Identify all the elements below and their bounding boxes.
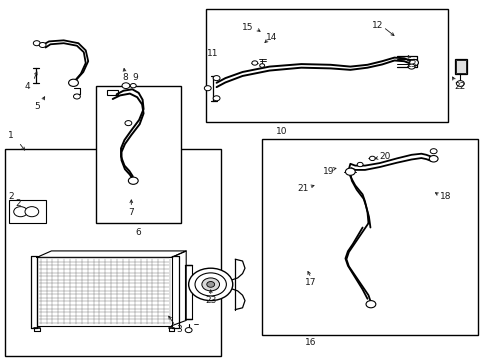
Circle shape <box>366 301 376 308</box>
Circle shape <box>207 282 215 287</box>
Text: 21: 21 <box>297 184 309 193</box>
Text: 8: 8 <box>122 73 128 82</box>
Text: 12: 12 <box>371 21 383 30</box>
Circle shape <box>252 61 258 65</box>
Text: 15: 15 <box>242 22 253 31</box>
Text: 22: 22 <box>454 82 465 91</box>
Circle shape <box>122 83 130 89</box>
Circle shape <box>202 278 220 291</box>
Text: 7: 7 <box>128 208 134 217</box>
Text: 17: 17 <box>305 278 317 287</box>
Circle shape <box>213 76 220 81</box>
Text: 9: 9 <box>132 73 138 82</box>
Circle shape <box>74 94 80 99</box>
Circle shape <box>130 84 136 88</box>
Circle shape <box>429 156 438 162</box>
Text: 6: 6 <box>136 228 142 237</box>
Text: 3: 3 <box>176 325 182 334</box>
Circle shape <box>195 273 226 296</box>
Text: 20: 20 <box>379 152 391 161</box>
Bar <box>96 86 181 223</box>
Circle shape <box>185 328 192 333</box>
Circle shape <box>69 79 78 86</box>
Circle shape <box>125 121 132 126</box>
Text: 11: 11 <box>207 49 219 58</box>
Text: 13: 13 <box>406 60 417 69</box>
Text: 18: 18 <box>440 192 452 201</box>
Text: 10: 10 <box>276 127 288 136</box>
Text: 16: 16 <box>305 338 317 347</box>
Text: 1: 1 <box>8 130 14 139</box>
Bar <box>206 9 448 122</box>
Circle shape <box>369 156 375 161</box>
Bar <box>9 200 46 223</box>
Circle shape <box>204 86 211 91</box>
Text: 4: 4 <box>24 82 30 91</box>
Circle shape <box>213 96 220 101</box>
Circle shape <box>39 42 46 48</box>
Bar <box>262 139 478 335</box>
Circle shape <box>128 177 138 184</box>
Circle shape <box>410 59 418 66</box>
Circle shape <box>189 268 233 301</box>
Bar <box>5 149 220 356</box>
Circle shape <box>357 162 363 167</box>
Circle shape <box>408 64 415 69</box>
Text: 14: 14 <box>266 33 278 42</box>
Circle shape <box>14 207 27 217</box>
Text: 2: 2 <box>16 199 22 208</box>
Bar <box>107 90 118 95</box>
Circle shape <box>260 64 265 67</box>
Circle shape <box>345 168 355 175</box>
Text: 19: 19 <box>322 166 334 175</box>
Circle shape <box>33 41 40 46</box>
Circle shape <box>25 207 39 217</box>
Circle shape <box>457 81 465 86</box>
Bar <box>455 59 467 74</box>
Text: 23: 23 <box>205 296 217 305</box>
Text: 2: 2 <box>9 192 14 201</box>
Circle shape <box>430 149 437 154</box>
Bar <box>456 60 466 73</box>
Text: 5: 5 <box>34 102 40 111</box>
